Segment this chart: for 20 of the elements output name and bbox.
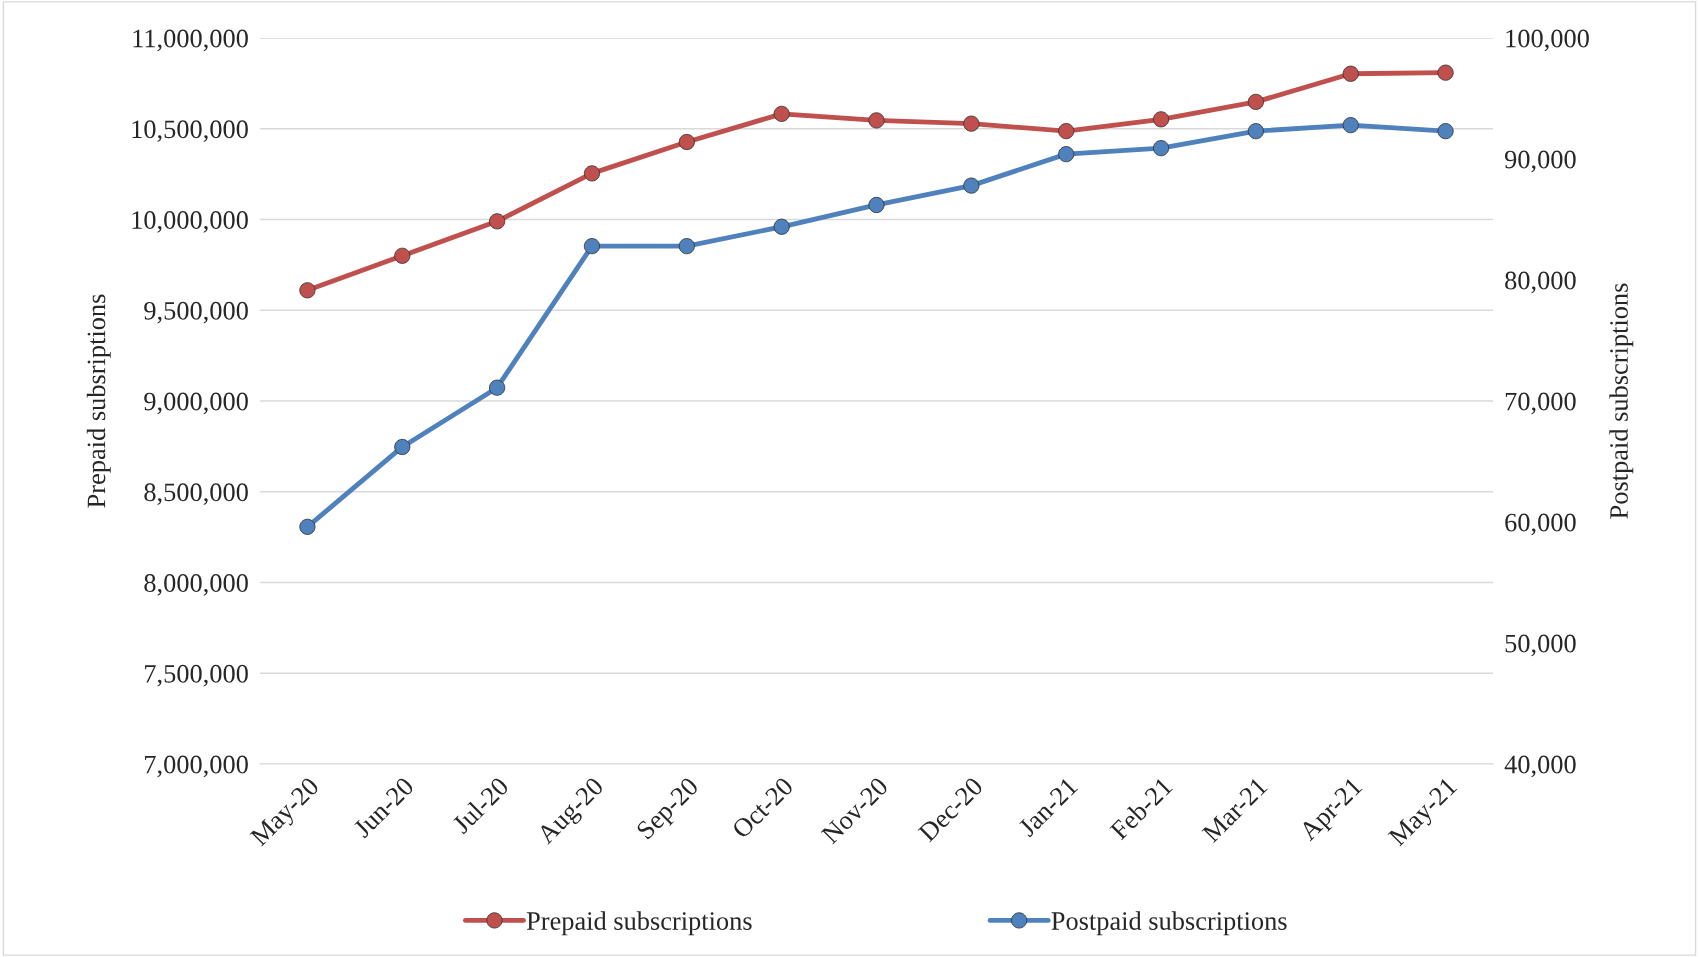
y-tick-label: 7,000,000: [145, 755, 248, 778]
y2-tick-label: 90,000: [1504, 150, 1576, 173]
y2-axis-title: Postpaid subscriptions: [1609, 283, 1634, 519]
y2-tick-label: 100,000: [1506, 29, 1589, 52]
y2-tick-label: 80,000: [1505, 271, 1576, 294]
y-tick-label: 9,000,000: [144, 392, 248, 415]
legend-label: Postpaid subscriptions: [1051, 911, 1287, 936]
y-tick-label: 8,000,000: [144, 574, 248, 596]
y-tick-label: 7,500,000: [145, 664, 248, 687]
y-tick-label: 10,500,000: [132, 120, 248, 142]
legend-label: Prepaid subscriptions: [526, 911, 752, 936]
y2-tick-label: 50,000: [1505, 634, 1576, 657]
y-tick-label: 9,500,000: [144, 301, 248, 324]
y2-tick-label: 40,000: [1504, 755, 1576, 778]
y-tick-label: 10,000,000: [132, 211, 248, 233]
y2-tick-label: 60,000: [1505, 513, 1576, 536]
y2-tick-label: 70,000: [1505, 392, 1576, 415]
y-tick-label: 8,500,000: [144, 483, 248, 505]
y-axis-title: Prepaid subsriptions: [86, 294, 111, 508]
y-tick-label: 11,000,000: [133, 29, 248, 52]
